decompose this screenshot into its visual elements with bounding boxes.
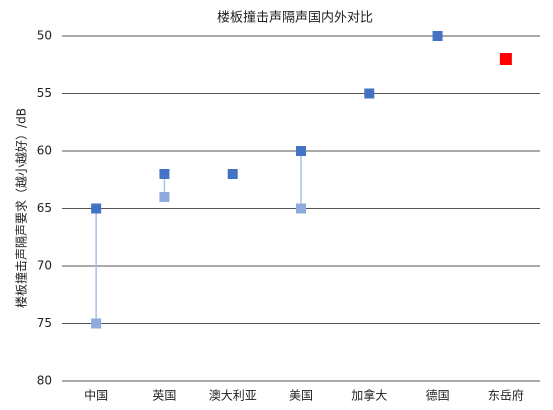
marker — [499, 53, 512, 65]
x-tick-label: 美国 — [289, 389, 313, 403]
marker — [159, 169, 170, 179]
y-tick-label: 65 — [37, 201, 52, 215]
x-tick-label: 东岳府 — [488, 388, 524, 403]
y-tick-label: 70 — [37, 259, 52, 273]
x-tick-label: 加拿大 — [351, 388, 387, 403]
x-tick-label: 中国 — [84, 388, 108, 403]
y-tick-label: 55 — [37, 86, 52, 100]
y-tick-label: 60 — [37, 144, 52, 158]
marker — [91, 318, 102, 329]
y-axis-label: 楼板撞击声隔声要求（越小越好）/dB — [14, 108, 29, 308]
marker — [432, 31, 443, 41]
marker — [159, 192, 170, 202]
x-tick-label: 德国 — [426, 388, 450, 403]
x-tick-label: 澳大利亚 — [209, 389, 257, 403]
marker — [296, 203, 306, 214]
y-tick-label: 80 — [37, 374, 52, 388]
y-tick-label: 50 — [37, 29, 52, 43]
marker — [296, 146, 306, 156]
y-tick-label: 75 — [37, 316, 52, 330]
marker — [91, 203, 102, 214]
x-tick-label: 英国 — [152, 389, 176, 403]
marker — [364, 88, 375, 99]
marker — [227, 169, 238, 179]
chart-title: 楼板撞击声隔声国内外对比 — [217, 10, 373, 26]
